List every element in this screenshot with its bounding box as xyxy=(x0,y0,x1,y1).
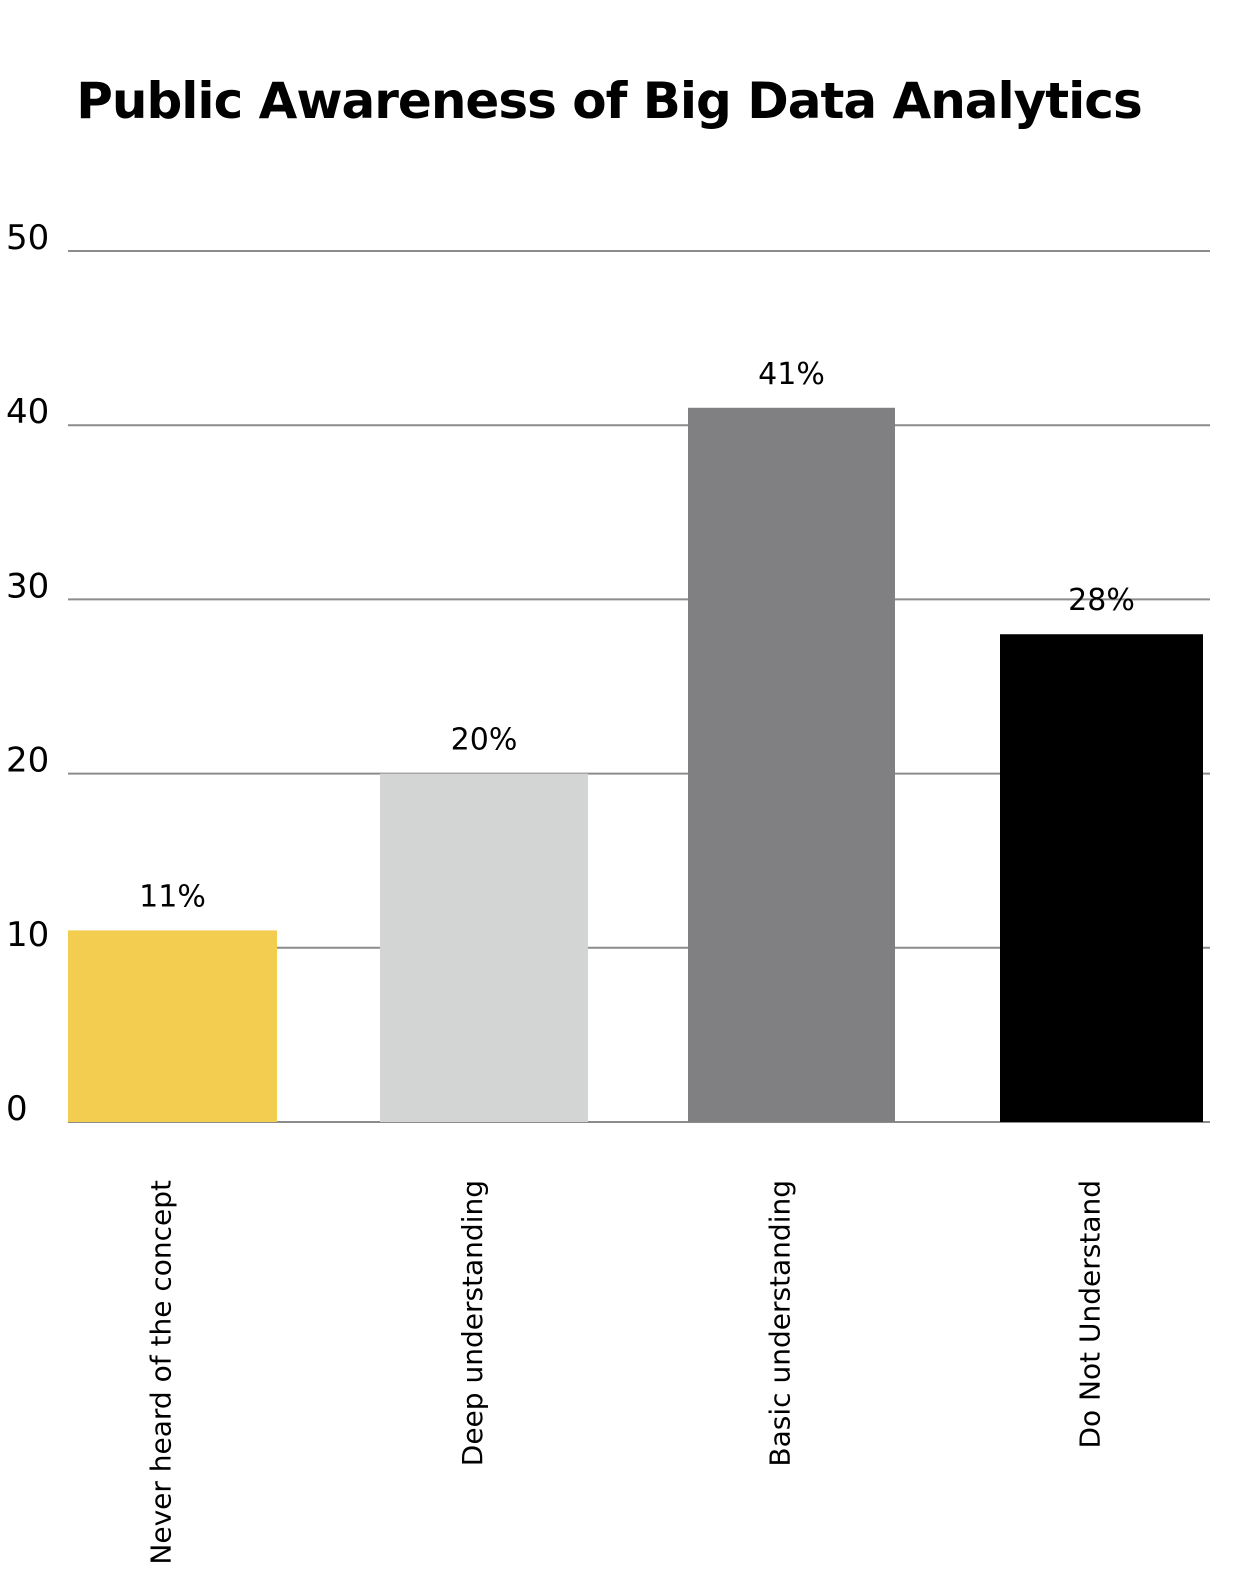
chart-title: Public Awareness of Big Data Analytics xyxy=(76,72,1142,130)
y-tick-label: 30 xyxy=(6,566,49,606)
data-label: 41% xyxy=(758,357,825,392)
y-tick-label: 0 xyxy=(6,1089,28,1129)
x-tick-label: Basic understanding xyxy=(764,1180,797,1467)
x-tick-label: Never heard of the concept xyxy=(145,1180,178,1565)
data-label: 20% xyxy=(451,723,518,758)
bar xyxy=(688,407,895,1122)
bar xyxy=(1000,634,1203,1122)
bar xyxy=(68,930,277,1122)
y-tick-label: 40 xyxy=(6,392,49,432)
data-label: 28% xyxy=(1068,583,1135,618)
bar xyxy=(380,773,588,1122)
y-tick-label: 10 xyxy=(6,915,49,955)
x-tick-label: Do Not Understand xyxy=(1074,1180,1107,1449)
x-tick-label: Deep understanding xyxy=(456,1180,489,1466)
y-tick-label: 20 xyxy=(6,741,49,781)
data-label: 11% xyxy=(139,879,206,914)
y-tick-label: 50 xyxy=(6,218,49,258)
